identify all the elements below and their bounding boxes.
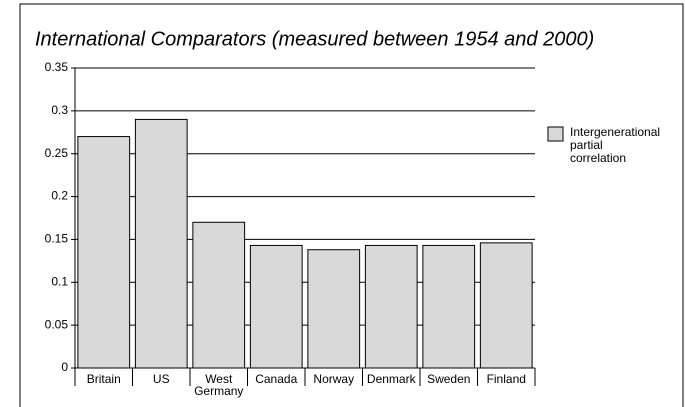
y-tick-label: 0.3 [51, 103, 68, 117]
chart-title: International Comparators (measured betw… [35, 28, 594, 50]
x-tick-label: Denmark [367, 372, 417, 386]
bar [479, 242, 533, 369]
x-tick-label: West Germany [194, 372, 243, 398]
bar [192, 221, 246, 369]
legend-swatch [547, 126, 564, 142]
y-tick-label: 0 [61, 360, 68, 374]
y-tick-label: 0.25 [45, 146, 69, 160]
bar [249, 244, 303, 369]
legend-label: Intergenerational partial correlation [570, 125, 660, 165]
x-tick-label: Finland [487, 372, 526, 386]
bar [134, 118, 188, 369]
x-tick-label: US [153, 372, 170, 386]
y-tick-label: 0.15 [45, 232, 69, 246]
bar [364, 244, 418, 369]
bar [422, 244, 476, 369]
y-tick-label: 0.1 [51, 274, 68, 288]
x-tick-label: Canada [255, 372, 297, 386]
x-tick-label: Norway [313, 372, 354, 386]
y-tick-label: 0.35 [45, 60, 69, 74]
frame [19, 3, 684, 407]
y-tick-label: 0.2 [51, 189, 68, 203]
x-tick-label: Britain [87, 372, 121, 386]
y-tick-label: 0.05 [45, 317, 69, 331]
bar [307, 249, 361, 369]
x-tick-label: Sweden [427, 372, 470, 386]
bar [77, 136, 131, 369]
